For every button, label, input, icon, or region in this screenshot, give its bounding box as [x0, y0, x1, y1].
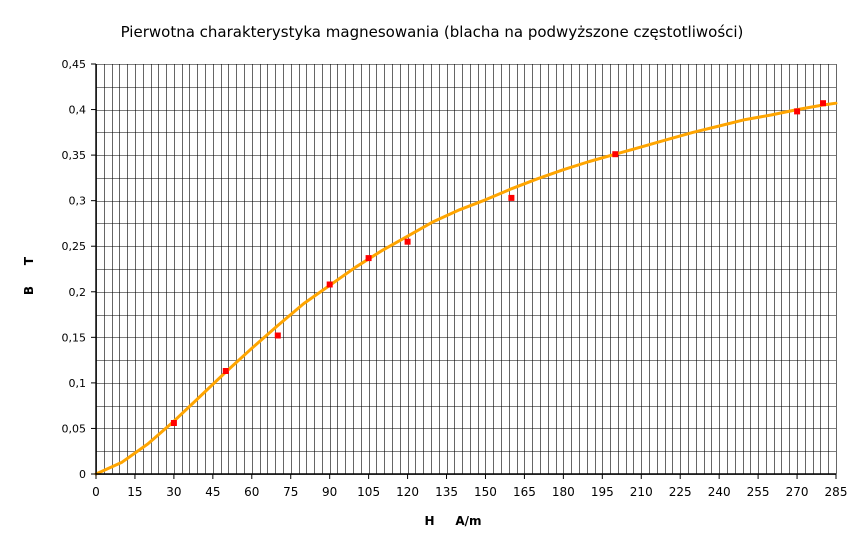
- fitted-curve-line: [94, 101, 838, 476]
- x-tick-label: 120: [396, 485, 419, 499]
- x-tick-label: 165: [513, 485, 536, 499]
- y-axis-ticks: 0 0,05 0,1 0,15 0,2 0,25 0,3 0,35 0,4 0,45: [62, 58, 96, 481]
- x-tick-label: 150: [474, 485, 497, 499]
- x-tick-label: 90: [322, 485, 337, 499]
- y-tick-label: 0,35: [62, 149, 87, 162]
- measurement-points-series: [170, 100, 826, 426]
- y-tick-label: 0,15: [62, 331, 87, 344]
- data-point: [612, 151, 619, 158]
- y-tick-label: 0: [79, 468, 86, 481]
- y-tick-label: 0,45: [62, 58, 87, 71]
- y-tick-label: 0,3: [69, 195, 87, 208]
- x-tick-label: 60: [244, 485, 259, 499]
- data-point: [222, 368, 229, 374]
- x-tick-label: 105: [357, 485, 380, 499]
- x-tick-label: 45: [205, 485, 220, 499]
- x-tick-label: 75: [283, 485, 298, 499]
- x-tick-label: 15: [127, 485, 142, 499]
- x-axis-ticks: 0 15 30 45 60 75 90 105 120 135 150 165 180 195 210 225…: [92, 474, 847, 499]
- x-tick-label: 285: [825, 485, 848, 499]
- x-tick-label: 135: [435, 485, 458, 499]
- x-tick-label: 0: [92, 485, 100, 499]
- data-point: [326, 281, 333, 288]
- x-tick-label: 225: [669, 485, 692, 499]
- fitted-curve-series: [94, 101, 838, 476]
- x-tick-label: 195: [591, 485, 614, 499]
- y-tick-label: 0,25: [62, 240, 87, 253]
- data-point: [170, 420, 177, 426]
- data-point: [274, 332, 281, 339]
- y-tick-label: 0,1: [69, 377, 87, 390]
- x-tick-label: 210: [630, 485, 653, 499]
- chart-title: Pierwotna charakterystyka magnesowania (…: [121, 23, 744, 41]
- x-tick-label: 240: [708, 485, 731, 499]
- x-tick-label: 30: [166, 485, 181, 499]
- y-tick-label: 0,05: [62, 422, 87, 435]
- data-point: [508, 194, 515, 201]
- data-point: [794, 108, 801, 115]
- data-point: [365, 255, 372, 262]
- data-point: [820, 100, 826, 107]
- y-axis-label: B T: [22, 256, 36, 295]
- x-tick-label: 180: [552, 485, 575, 499]
- y-tick-label: 0,4: [69, 104, 87, 117]
- y-tick-label: 0,2: [69, 286, 87, 299]
- x-tick-label: 270: [786, 485, 809, 499]
- x-tick-label: 255: [747, 485, 770, 499]
- grid: [96, 64, 837, 475]
- data-point: [404, 238, 411, 245]
- x-axis-label: H A/m: [424, 514, 481, 528]
- axes: [95, 64, 836, 475]
